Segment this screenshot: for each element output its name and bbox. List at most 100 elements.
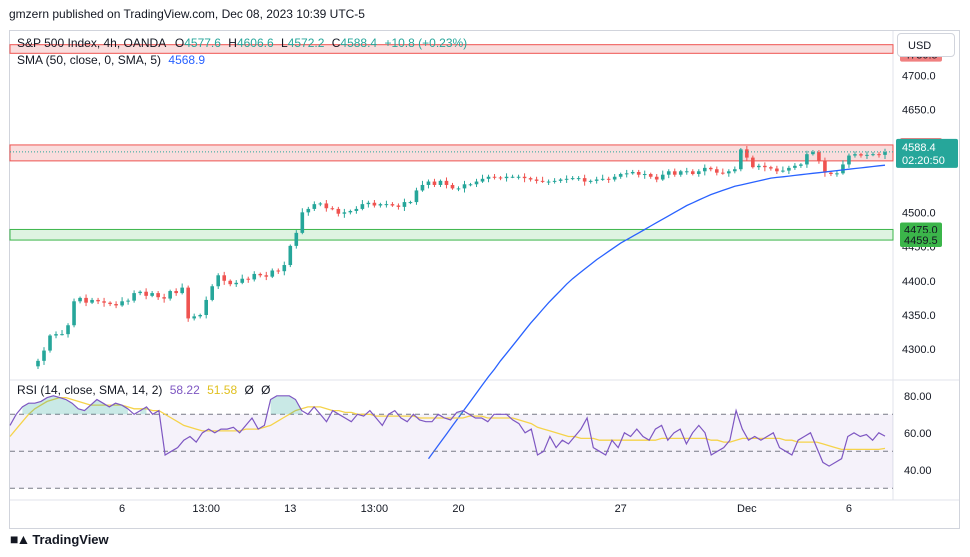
candle-body	[78, 297, 82, 302]
candle-body	[54, 334, 58, 336]
candle-body	[300, 212, 305, 233]
candle-body	[727, 171, 731, 174]
high-key: H	[228, 36, 237, 50]
high-value: 4606.6	[236, 36, 274, 50]
candle-body	[468, 184, 473, 186]
candle-body	[702, 167, 707, 172]
candle-body	[823, 161, 827, 173]
candle-body	[294, 232, 299, 246]
candle-body	[721, 172, 725, 174]
candle-body	[324, 203, 329, 209]
sma-legend: SMA (50, close, 0, SMA, 5) 4568.9	[17, 53, 205, 67]
sma-label[interactable]: SMA (50, close, 0, SMA, 5)	[17, 53, 162, 67]
candle-body	[678, 171, 683, 175]
candle-body	[558, 179, 563, 181]
candle-body	[318, 203, 323, 205]
candle-body	[390, 204, 395, 206]
candle-body	[733, 169, 737, 172]
symbol-label[interactable]: S&P 500 Index, 4h, OANDA	[17, 36, 166, 50]
candle-body	[228, 280, 233, 285]
candle-body	[342, 212, 347, 214]
footer-brand: ■▲ TradingView	[10, 531, 109, 547]
time-tick-label: 13	[284, 503, 296, 515]
rsi-tick-label: 40.00	[904, 465, 932, 477]
candle-body	[642, 174, 647, 176]
candle-body	[252, 273, 257, 280]
candle-body	[90, 299, 94, 303]
candle-body	[42, 350, 46, 361]
currency-button[interactable]: USD	[897, 33, 955, 57]
candle-body	[528, 178, 533, 180]
candle-body	[582, 178, 587, 182]
candle-body	[757, 165, 761, 168]
candle-body	[132, 293, 136, 301]
candle-body	[799, 164, 803, 166]
candle-body	[684, 171, 689, 173]
price-tick-label: 4350.0	[902, 310, 936, 322]
time-tick-label: 6	[846, 503, 852, 515]
candle-body	[474, 181, 479, 185]
candle-body	[618, 174, 623, 177]
current-price-tag-label: 4588.4	[902, 142, 936, 154]
candle-body	[138, 291, 142, 294]
candle-body	[378, 204, 383, 206]
candle-body	[168, 291, 172, 299]
candle-body	[192, 316, 196, 319]
candle-body	[222, 275, 227, 281]
candle-body	[492, 176, 497, 178]
candle-body	[72, 301, 76, 326]
candle-body	[486, 176, 491, 179]
candle-body	[835, 173, 839, 175]
candle-body	[246, 278, 251, 280]
candle-body	[366, 202, 371, 205]
candle-body	[871, 154, 875, 156]
rsi-line	[9, 395, 886, 467]
candle-body	[384, 204, 389, 206]
candle-body	[282, 265, 287, 272]
brand-name: TradingView	[32, 531, 109, 547]
candle-body	[847, 155, 851, 165]
rsi-extra-1: Ø	[244, 383, 254, 397]
candle-body	[829, 172, 833, 175]
close-key: C	[331, 36, 341, 50]
candle-body	[672, 171, 677, 175]
zone-resistance-upper	[9, 44, 894, 54]
candle-body	[763, 165, 767, 168]
price-tag-bg	[900, 222, 942, 237]
open-key: O	[174, 36, 185, 50]
candle-body	[817, 152, 821, 162]
sma-line	[427, 164, 886, 460]
time-tick-label: 13:00	[361, 503, 389, 515]
candle-body	[276, 270, 281, 272]
time-tick-label: 20	[452, 503, 464, 515]
open-value: 4577.6	[184, 36, 221, 50]
candle-body	[180, 287, 184, 294]
price-tick-label: 4500.0	[902, 207, 936, 219]
candle-body	[745, 149, 749, 158]
candle-body	[600, 178, 605, 180]
chart-frame[interactable]	[9, 30, 960, 529]
time-tick-label: Dec	[737, 503, 757, 515]
candle-body	[102, 301, 106, 303]
candle-body	[787, 167, 791, 171]
candle-body	[330, 208, 335, 210]
candle-body	[883, 152, 887, 155]
candle-body	[630, 171, 635, 174]
candle-body	[108, 302, 112, 305]
zone-resistance-lower	[9, 144, 894, 162]
time-tick-label: 6	[119, 503, 125, 515]
candle-body	[612, 176, 617, 180]
price-tick-label: 4400.0	[902, 276, 936, 288]
candle-body	[408, 202, 413, 204]
candle-body	[546, 181, 551, 183]
candle-body	[865, 154, 869, 156]
price-legend: S&P 500 Index, 4h, OANDA O4577.6 H4606.6…	[17, 36, 467, 50]
candle-body	[360, 204, 365, 209]
rsi-sma-value: 51.58	[207, 383, 238, 397]
rsi-label[interactable]: RSI (14, close, SMA, 14, 2)	[17, 383, 163, 397]
candle-body	[648, 174, 653, 177]
candle-body	[126, 300, 130, 302]
change-value: +10.8 (+0.23%)	[384, 36, 468, 50]
candle-body	[198, 314, 202, 317]
